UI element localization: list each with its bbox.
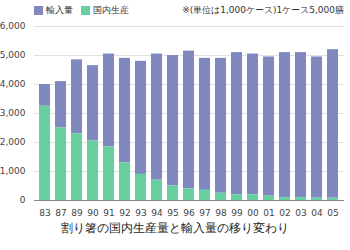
svg-text:02: 02 <box>279 208 290 218</box>
svg-text:90: 90 <box>87 208 99 218</box>
svg-text:0: 0 <box>20 195 26 205</box>
svg-text:99: 99 <box>231 208 243 218</box>
svg-text:93: 93 <box>135 208 146 218</box>
svg-text:91: 91 <box>103 208 114 218</box>
svg-text:6,000: 6,000 <box>0 21 26 31</box>
svg-text:01: 01 <box>263 208 274 218</box>
html-text:輸入量: 輸入量 <box>46 4 73 15</box>
svg-text:97: 97 <box>199 208 210 218</box>
svg-text:89: 89 <box>71 208 83 218</box>
svg-text:1,000: 1,000 <box>0 166 26 176</box>
html-text:※(単位は1,000ケース)1ケース5,000膳: ※(単位は1,000ケース)1ケース5,000膳 <box>182 4 344 15</box>
html-text:割り箸の国内生産量と輸入量の移り変わり: 割り箸の国内生産量と輸入量の移り変わり <box>61 221 289 235</box>
svg-text:92: 92 <box>119 208 130 218</box>
svg-text:98: 98 <box>215 208 227 218</box>
svg-text:2,000: 2,000 <box>0 137 26 147</box>
svg-text:96: 96 <box>183 208 195 218</box>
svg-text:4,000: 4,000 <box>0 79 26 89</box>
svg-text:3,000: 3,000 <box>0 108 26 118</box>
svg-text:03: 03 <box>295 208 306 218</box>
svg-text:04: 04 <box>311 208 323 218</box>
svg-text:5,000: 5,000 <box>0 50 26 60</box>
svg-text:95: 95 <box>167 208 178 218</box>
svg-text:00: 00 <box>247 208 259 218</box>
svg-text:87: 87 <box>55 208 66 218</box>
svg-text:05: 05 <box>327 208 338 218</box>
html-text:国内生産: 国内生産 <box>93 4 129 15</box>
svg-text:94: 94 <box>151 208 163 218</box>
svg-text:83: 83 <box>39 208 50 218</box>
